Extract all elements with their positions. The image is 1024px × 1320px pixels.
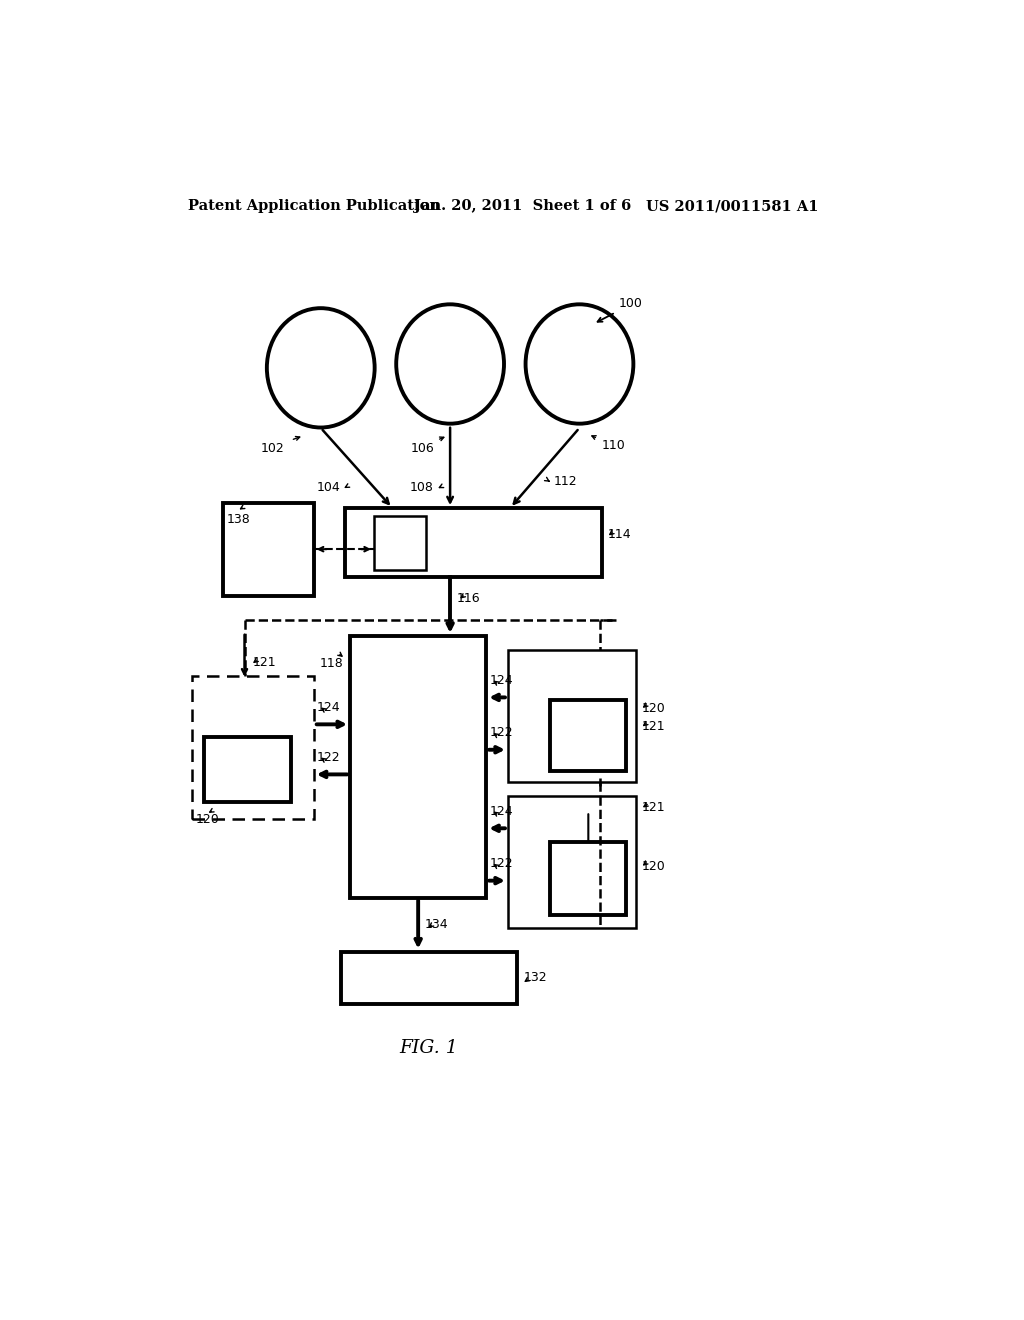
Text: 104: 104	[316, 482, 340, 495]
Bar	[341, 952, 517, 1003]
Bar	[204, 738, 291, 803]
Text: 112: 112	[554, 475, 578, 488]
Text: 136: 136	[208, 768, 232, 781]
Text: 121: 121	[642, 801, 666, 814]
Bar	[223, 503, 313, 595]
Text: 102: 102	[261, 442, 285, 455]
Text: 136: 136	[554, 876, 578, 890]
Text: 108: 108	[410, 482, 433, 495]
Text: 100: 100	[618, 297, 643, 310]
Text: 120: 120	[196, 813, 220, 826]
Bar	[550, 842, 627, 915]
Bar	[345, 508, 602, 577]
Text: 134: 134	[424, 917, 447, 931]
Text: 121: 121	[642, 721, 666, 733]
Text: Patent Application Publication: Patent Application Publication	[188, 199, 440, 213]
Text: 122: 122	[316, 751, 341, 764]
Text: 121: 121	[252, 656, 275, 669]
Text: 120: 120	[642, 859, 666, 873]
Text: 132: 132	[523, 972, 547, 985]
Bar	[193, 676, 313, 818]
Text: FIG. 1: FIG. 1	[399, 1039, 458, 1057]
Text: 122: 122	[489, 726, 513, 739]
Bar	[508, 796, 636, 928]
Text: 110: 110	[602, 438, 626, 451]
Bar	[550, 700, 627, 771]
Bar	[508, 649, 636, 781]
Text: Jan. 20, 2011  Sheet 1 of 6: Jan. 20, 2011 Sheet 1 of 6	[414, 199, 631, 213]
Text: 124: 124	[489, 675, 513, 686]
Text: 136: 136	[554, 733, 578, 746]
Text: 122: 122	[489, 857, 513, 870]
Text: 140: 140	[379, 521, 402, 535]
Bar	[374, 516, 426, 570]
Text: 124: 124	[316, 701, 341, 714]
Text: 124: 124	[489, 805, 513, 818]
Text: US 2011/0011581 A1: US 2011/0011581 A1	[646, 199, 819, 213]
Text: 118: 118	[321, 657, 344, 671]
Text: 138: 138	[226, 512, 251, 525]
Text: 106: 106	[411, 442, 434, 455]
Text: 116: 116	[457, 593, 480, 606]
Bar	[350, 636, 486, 898]
Text: 114: 114	[608, 528, 632, 541]
Text: 120: 120	[642, 702, 666, 714]
